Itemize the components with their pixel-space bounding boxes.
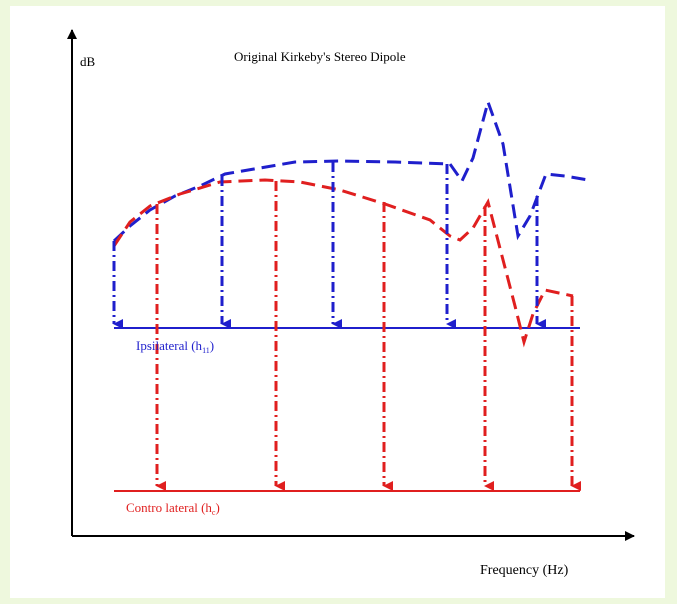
ipsilateral-response-curve: [112, 96, 589, 243]
x-axis-label: Frequency (Hz): [480, 563, 569, 578]
contralateral-arrows: [155, 181, 581, 491]
diagram-frame: Original Kirkeby's Stereo Dipole dB Freq…: [10, 6, 665, 598]
stereo-dipole-diagram: Original Kirkeby's Stereo Dipole dB Freq…: [67, 29, 635, 578]
contralateral-label: Contro lateral (hc): [126, 500, 220, 517]
ipsilateral-label: Ipsilateral (h11): [136, 338, 214, 355]
contralateral-response-curve: [112, 178, 574, 348]
diagram-title: Original Kirkeby's Stereo Dipole: [234, 49, 406, 64]
ipsilateral-arrows: [112, 162, 546, 329]
y-axis-label: dB: [80, 54, 96, 69]
